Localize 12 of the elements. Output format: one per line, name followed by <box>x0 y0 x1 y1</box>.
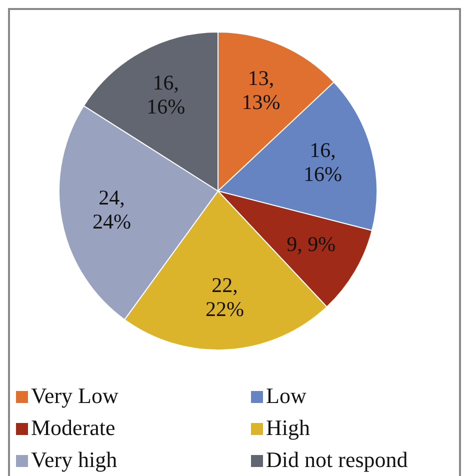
data-label: 22, 22% <box>206 272 244 321</box>
data-label: 9, 9% <box>286 232 336 256</box>
legend-label: Low <box>266 383 306 408</box>
data-label: 16, 16% <box>146 70 186 118</box>
legend-label: Did not respond <box>266 447 408 472</box>
legend-label: Moderate <box>31 415 116 440</box>
data-label: 16, 16% <box>303 138 342 186</box>
legend-label: Very Low <box>31 383 118 408</box>
legend-label: High <box>266 415 310 440</box>
legend-label: Very high <box>31 447 118 472</box>
data-label: 24, 24% <box>92 185 132 234</box>
data-label: 13, 13% <box>242 66 280 114</box>
